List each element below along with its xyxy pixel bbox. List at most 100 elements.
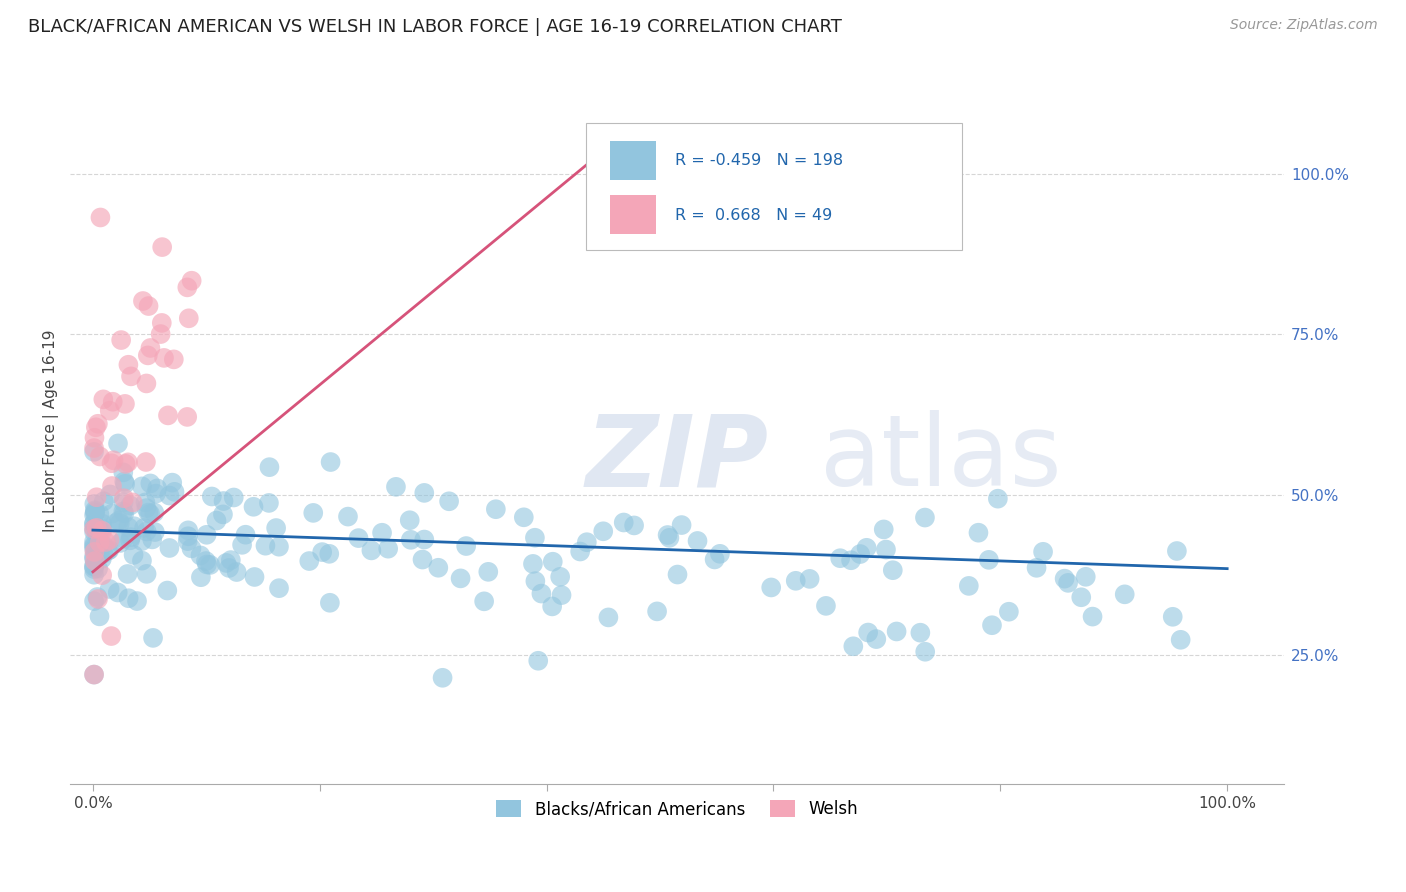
Point [257,496,280,510]
Point [645,604,668,618]
Point [104,516,127,530]
Point [195,528,218,542]
Point [90,535,112,549]
Point [1025,561,1047,575]
Point [153,351,176,365]
Point [311,545,333,559]
Point [114,476,136,491]
Point [91,392,114,407]
Point [856,625,879,640]
Point [886,624,908,639]
Point [657,528,679,542]
Point [86,521,108,535]
Point [998,605,1021,619]
Point [623,518,645,533]
Point [541,555,564,569]
Point [135,566,157,581]
Point [83,549,105,564]
Point [131,554,153,568]
Point [267,581,290,595]
Point [219,553,242,567]
Point [138,299,160,313]
FancyBboxPatch shape [586,123,962,251]
Point [101,507,124,521]
Point [83,558,105,573]
Point [135,376,157,391]
Point [112,495,135,509]
Point [83,524,105,539]
Point [987,491,1010,506]
Point [865,632,887,646]
Point [598,610,620,624]
Point [120,369,142,384]
Point [967,525,990,540]
Point [143,524,166,539]
Point [118,533,141,548]
Point [205,514,228,528]
Point [1166,544,1188,558]
Point [1081,609,1104,624]
Point [1070,591,1092,605]
Point [1074,570,1097,584]
Point [91,516,114,531]
Point [112,466,135,480]
Point [83,551,105,566]
Point [212,494,235,508]
Point [190,549,212,563]
Point [176,409,198,424]
Point [143,506,166,520]
Point [761,581,783,595]
Point [83,441,105,455]
Point [112,504,135,518]
Point [86,525,108,540]
Point [101,479,124,493]
Point [91,524,114,538]
FancyBboxPatch shape [610,195,657,235]
Point [87,417,110,431]
Point [914,645,936,659]
Point [318,547,340,561]
Point [135,501,157,516]
Point [110,333,132,347]
Point [84,505,107,519]
Point [83,503,105,517]
Point [112,507,135,521]
Point [177,311,200,326]
Point [523,531,546,545]
Point [198,558,221,572]
Point [242,500,264,514]
Point [100,629,122,643]
Point [957,579,980,593]
Point [1161,609,1184,624]
Text: R =  0.668   N = 49: R = 0.668 N = 49 [675,208,832,223]
Point [842,640,865,654]
Point [195,558,218,572]
Point [254,539,277,553]
Y-axis label: In Labor Force | Age 16-19: In Labor Force | Age 16-19 [44,329,59,532]
Point [139,476,162,491]
Point [1170,632,1192,647]
Point [98,487,121,501]
Point [1114,587,1136,601]
Point [569,544,592,558]
Point [1032,545,1054,559]
Point [83,667,105,681]
Point [225,565,247,579]
Point [319,455,342,469]
Point [89,523,111,537]
Text: ZIP: ZIP [585,410,769,508]
Point [485,502,508,516]
Point [658,531,681,545]
Point [83,667,105,681]
Legend: Blacks/African Americans, Welsh: Blacks/African Americans, Welsh [489,793,865,825]
Point [114,457,136,471]
Point [117,455,139,469]
Point [94,535,117,549]
Point [176,280,198,294]
Point [89,609,111,624]
Point [91,568,114,582]
Point [162,475,184,490]
Point [709,547,731,561]
Point [112,475,135,489]
Point [89,535,111,549]
